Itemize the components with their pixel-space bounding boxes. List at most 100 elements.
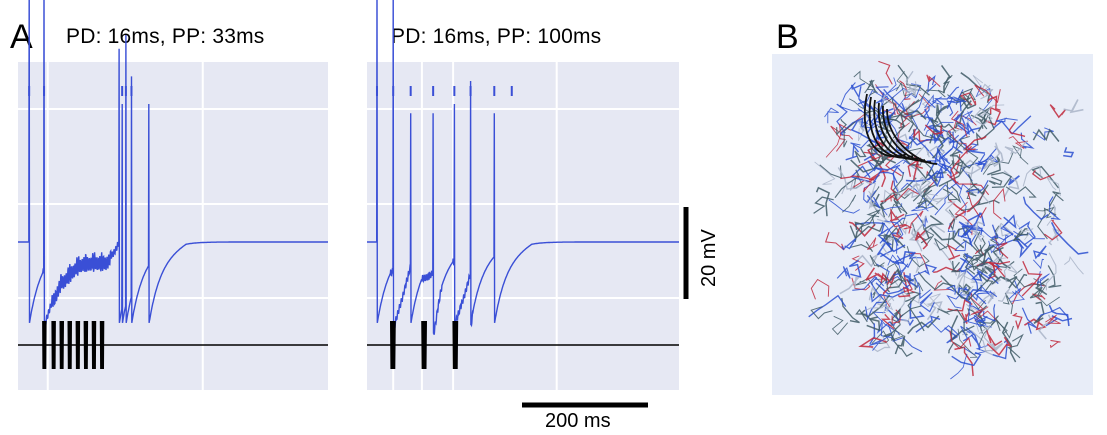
plot-background xyxy=(18,62,328,390)
dendrite-branch xyxy=(854,221,865,242)
dendrite-branch xyxy=(894,102,908,128)
dendrite-branch xyxy=(947,341,964,354)
dendrite-branch xyxy=(1044,219,1063,241)
voltage-scale-bar xyxy=(683,207,689,299)
dendrite-branch xyxy=(848,259,862,278)
dendrite-branch xyxy=(923,108,933,131)
dendrite-branch xyxy=(974,306,1000,324)
dendrite-branch xyxy=(891,277,921,304)
dendrite-branch xyxy=(986,330,1003,347)
dendrite-branch xyxy=(876,242,894,263)
trace-plot-33ms xyxy=(18,0,328,390)
dendrite-branch xyxy=(1037,271,1050,288)
dendrite-branch xyxy=(965,179,989,195)
dendrite-branch xyxy=(937,308,950,315)
dendrite-branch xyxy=(889,208,905,222)
dendrite-branch xyxy=(965,326,981,351)
time-scale-bar xyxy=(522,402,648,408)
dendrite-branch xyxy=(880,96,907,120)
dendrite-branch xyxy=(866,297,895,311)
dendrite-branch xyxy=(967,306,992,328)
dendrite-branch xyxy=(824,107,839,124)
dendrite-branch xyxy=(1008,121,1026,138)
dendrite-branch xyxy=(836,266,851,279)
dendrite-branch xyxy=(810,306,833,320)
dendrite-branch xyxy=(890,220,913,230)
dendrite-branch xyxy=(1045,176,1061,197)
dendrite-branch xyxy=(813,196,834,214)
dendrite-branch xyxy=(976,88,994,97)
dendrite-branch xyxy=(894,290,908,317)
dendrite-branch xyxy=(1033,278,1060,307)
dendrite-branch xyxy=(933,266,961,274)
dendrite-branch xyxy=(1050,222,1089,255)
dendrite-branch xyxy=(889,269,907,286)
dendrite-branch xyxy=(1049,339,1061,349)
dendrite-branch xyxy=(830,125,846,152)
dendrite-branch xyxy=(854,252,880,268)
dendrite-branch xyxy=(864,109,905,121)
dendrite-branch xyxy=(941,131,955,165)
dendrite-branch xyxy=(933,280,952,291)
dendrite-branch xyxy=(1002,292,1014,315)
dendrite-branch xyxy=(878,171,899,192)
dendrite-branch xyxy=(896,71,922,91)
dendrite-branch xyxy=(892,337,923,353)
dendrite-branch xyxy=(878,60,893,85)
dendrite-branch xyxy=(1003,170,1020,198)
dendrite-branch xyxy=(1011,290,1025,302)
dendrite-branch xyxy=(950,260,961,273)
dendrite-branch xyxy=(810,278,830,300)
dendrite-branch xyxy=(996,221,1014,241)
dendrite-branch xyxy=(961,212,982,237)
dendrite-branch xyxy=(946,243,961,261)
dendrite-branch xyxy=(1036,206,1055,219)
dendrite-branch xyxy=(970,293,984,315)
dendrite-branch xyxy=(890,187,919,202)
dendrite-branch xyxy=(891,224,907,240)
dendrite-branch xyxy=(1002,214,1017,236)
dendrite-branch xyxy=(860,294,891,318)
dendrite-branch xyxy=(958,127,986,154)
dendrite-branch xyxy=(897,64,930,96)
dendrite-branch xyxy=(948,89,967,103)
dendrite-branch xyxy=(966,270,979,293)
dendrite-branch xyxy=(964,244,991,275)
dendrite-branch xyxy=(989,225,1000,245)
dendrite-branch xyxy=(942,185,962,204)
dendrite-branch xyxy=(880,313,895,330)
dendrite-branch xyxy=(891,309,902,324)
dendrite-branch xyxy=(914,230,929,250)
dendrite-branch xyxy=(950,145,973,184)
dendrite-branch xyxy=(910,191,946,205)
dendrite-branch xyxy=(871,311,901,336)
dendrite-branch xyxy=(890,337,913,358)
stimulus-burst xyxy=(99,320,105,370)
dendrite-branch xyxy=(908,210,924,234)
dendrite-branch xyxy=(905,213,928,229)
dendrite-branch xyxy=(995,117,1018,123)
dendrite-branch xyxy=(1007,333,1024,359)
stimulus-burst xyxy=(42,320,47,370)
dendrite-branch xyxy=(975,85,993,111)
dendrite-branch xyxy=(872,164,901,184)
panel-a-label: A xyxy=(10,18,33,56)
dendrite-branch xyxy=(957,228,979,245)
dendrite-branch xyxy=(913,270,932,300)
dendrite-branch xyxy=(1049,191,1064,207)
dendrite-branch xyxy=(912,215,927,252)
dendrite-branch xyxy=(924,214,945,239)
dendrite-branch xyxy=(1063,147,1075,158)
dendrite-branch xyxy=(834,169,860,199)
stimulus-burst xyxy=(390,320,396,370)
dendrite-branch xyxy=(892,192,908,215)
dendrite-branch xyxy=(852,275,885,291)
dendrite-branch xyxy=(979,104,1005,117)
dendrite-branch xyxy=(1021,307,1037,334)
dendrite-branch xyxy=(971,269,991,282)
dendrite-branch xyxy=(946,308,975,332)
dendrite-branch xyxy=(973,314,987,328)
neuron-reconstruction xyxy=(808,60,1089,380)
trace-1-title: PD: 16ms, PP: 33ms xyxy=(66,25,265,48)
dendrite-branch xyxy=(881,114,892,126)
